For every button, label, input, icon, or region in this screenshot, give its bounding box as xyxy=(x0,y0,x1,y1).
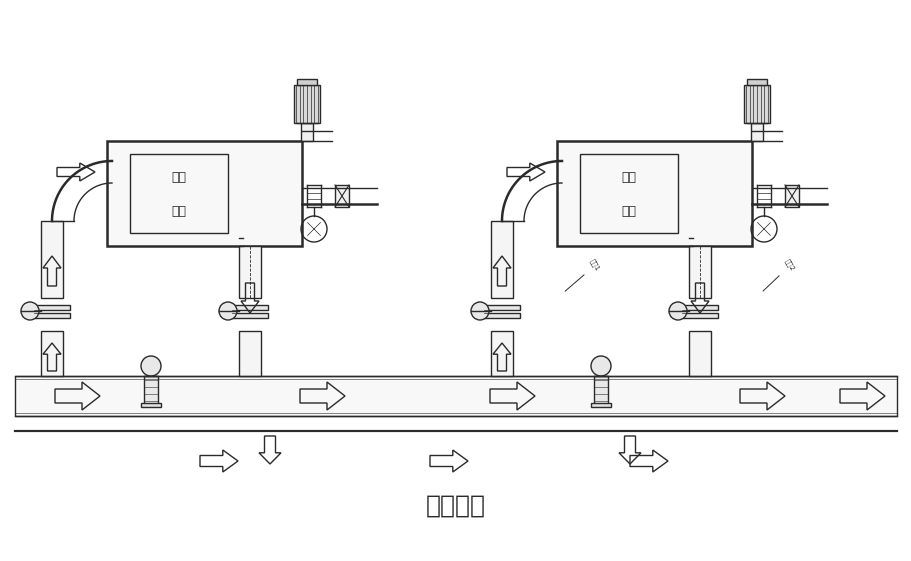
Bar xyxy=(746,79,766,85)
Circle shape xyxy=(141,356,161,376)
Bar xyxy=(141,403,161,407)
Bar xyxy=(688,331,711,376)
Bar xyxy=(231,312,268,318)
Bar xyxy=(334,185,349,207)
Circle shape xyxy=(219,302,237,320)
Bar xyxy=(41,331,63,376)
Bar xyxy=(231,305,268,310)
Circle shape xyxy=(21,302,39,320)
Text: 洗器: 洗器 xyxy=(171,205,187,218)
Text: 阀门2: 阀门2 xyxy=(763,258,795,291)
Bar xyxy=(557,141,752,246)
Bar xyxy=(681,305,717,310)
Bar xyxy=(579,154,677,233)
Bar xyxy=(688,246,711,298)
Bar xyxy=(490,331,512,376)
Text: 自清: 自清 xyxy=(621,171,636,184)
Bar xyxy=(239,331,261,376)
Bar xyxy=(34,312,70,318)
Bar xyxy=(484,312,519,318)
Bar xyxy=(15,376,896,416)
Bar xyxy=(41,221,63,298)
Bar xyxy=(490,221,512,298)
Bar xyxy=(297,79,317,85)
Bar xyxy=(784,185,798,207)
Bar xyxy=(301,123,312,141)
Bar xyxy=(34,305,70,310)
Bar xyxy=(239,246,261,298)
Bar xyxy=(293,85,320,123)
Text: 自清: 自清 xyxy=(171,171,187,184)
Bar xyxy=(107,141,302,246)
Text: 并联安装: 并联安装 xyxy=(425,494,486,518)
Bar xyxy=(130,154,228,233)
Text: 阀门1: 阀门1 xyxy=(565,258,600,291)
Bar xyxy=(484,305,519,310)
Bar xyxy=(750,123,763,141)
Bar xyxy=(593,376,608,404)
Circle shape xyxy=(470,302,488,320)
Text: 洗器: 洗器 xyxy=(621,205,636,218)
Bar xyxy=(743,85,769,123)
Bar xyxy=(681,312,717,318)
Circle shape xyxy=(590,356,610,376)
Circle shape xyxy=(669,302,686,320)
Bar xyxy=(144,376,158,404)
Bar xyxy=(590,403,610,407)
